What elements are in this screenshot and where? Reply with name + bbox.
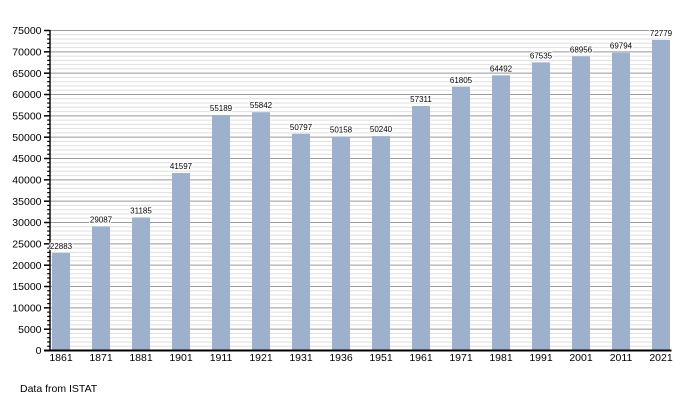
svg-text:1901: 1901 [169, 352, 193, 364]
svg-text:10000: 10000 [12, 302, 41, 314]
svg-text:50158: 50158 [330, 125, 353, 134]
svg-text:55842: 55842 [250, 101, 273, 110]
svg-text:1951: 1951 [369, 352, 393, 364]
svg-text:2001: 2001 [569, 352, 593, 364]
svg-text:30000: 30000 [12, 217, 41, 229]
svg-text:75000: 75000 [12, 25, 41, 37]
svg-text:55189: 55189 [210, 104, 233, 113]
svg-text:40000: 40000 [12, 174, 41, 186]
svg-text:60000: 60000 [12, 89, 41, 101]
svg-text:35000: 35000 [12, 196, 41, 208]
svg-text:1981: 1981 [489, 352, 513, 364]
svg-text:1881: 1881 [129, 352, 153, 364]
svg-text:65000: 65000 [12, 68, 41, 80]
svg-text:72779: 72779 [650, 29, 673, 38]
svg-text:0: 0 [36, 345, 42, 357]
svg-text:15000: 15000 [12, 281, 41, 293]
svg-text:57311: 57311 [410, 95, 432, 104]
svg-text:25000: 25000 [12, 238, 41, 250]
svg-text:55000: 55000 [12, 110, 41, 122]
svg-text:50797: 50797 [290, 123, 313, 132]
svg-text:50000: 50000 [12, 132, 41, 144]
svg-text:45000: 45000 [12, 153, 41, 165]
svg-text:1991: 1991 [529, 352, 553, 364]
svg-text:1871: 1871 [89, 352, 113, 364]
svg-text:20000: 20000 [12, 260, 41, 272]
svg-text:29087: 29087 [90, 215, 113, 224]
svg-text:41597: 41597 [170, 162, 193, 171]
svg-text:50240: 50240 [370, 125, 393, 134]
svg-text:1971: 1971 [449, 352, 473, 364]
svg-text:5000: 5000 [18, 324, 42, 336]
svg-text:69794: 69794 [610, 42, 633, 51]
svg-text:1931: 1931 [289, 352, 313, 364]
svg-text:Data from ISTAT: Data from ISTAT [20, 383, 98, 395]
svg-text:67535: 67535 [530, 51, 553, 60]
svg-text:1861: 1861 [49, 352, 73, 364]
svg-text:61805: 61805 [450, 76, 473, 85]
svg-text:31185: 31185 [130, 206, 152, 215]
svg-text:70000: 70000 [12, 46, 41, 58]
svg-text:22883: 22883 [50, 242, 73, 251]
svg-text:64492: 64492 [490, 64, 513, 73]
svg-text:1921: 1921 [249, 352, 273, 364]
svg-text:1961: 1961 [409, 352, 433, 364]
svg-text:2021: 2021 [649, 352, 673, 364]
svg-text:1911: 1911 [210, 352, 233, 364]
svg-text:68956: 68956 [570, 45, 593, 54]
svg-text:1936: 1936 [329, 352, 353, 364]
svg-text:2011: 2011 [610, 352, 633, 364]
